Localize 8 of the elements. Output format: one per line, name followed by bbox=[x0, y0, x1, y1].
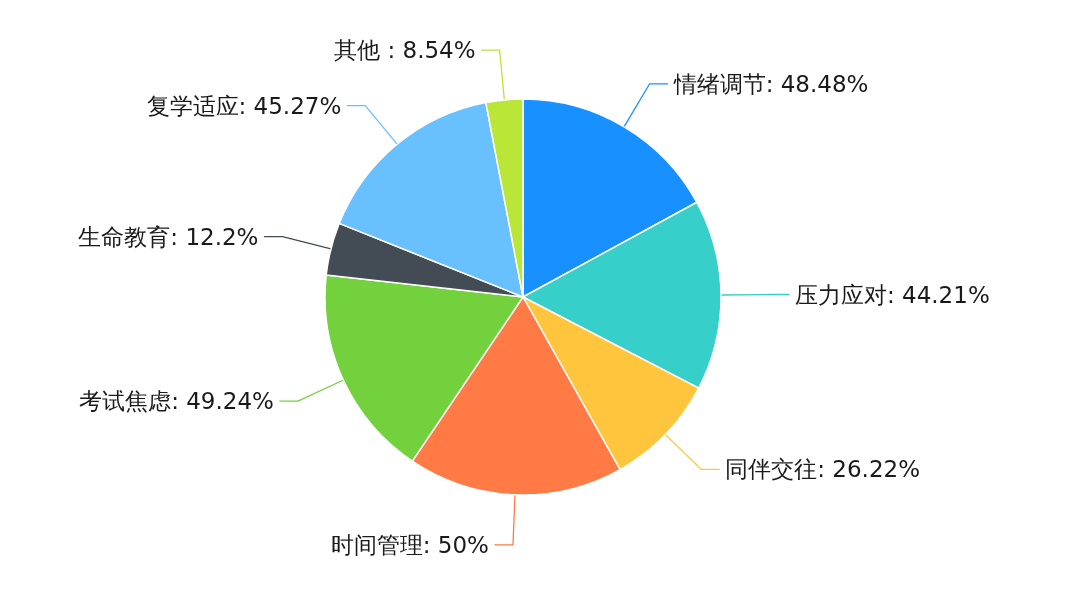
slice-label: 压力应对: 44.21% bbox=[794, 281, 990, 308]
slice-label: 情绪调节: 48.48% bbox=[672, 70, 869, 97]
slice-label: 复学适应: 45.27% bbox=[146, 92, 342, 119]
slice-label: 时间管理: 50% bbox=[330, 531, 489, 558]
slice-label: 考试焦虑: 49.24% bbox=[79, 388, 274, 415]
slice-label: 生命教育: 12.2% bbox=[78, 223, 259, 250]
slice-label: 同伴交往: 26.22% bbox=[725, 456, 921, 483]
slice-label: 其他 : 8.54% bbox=[334, 37, 476, 64]
